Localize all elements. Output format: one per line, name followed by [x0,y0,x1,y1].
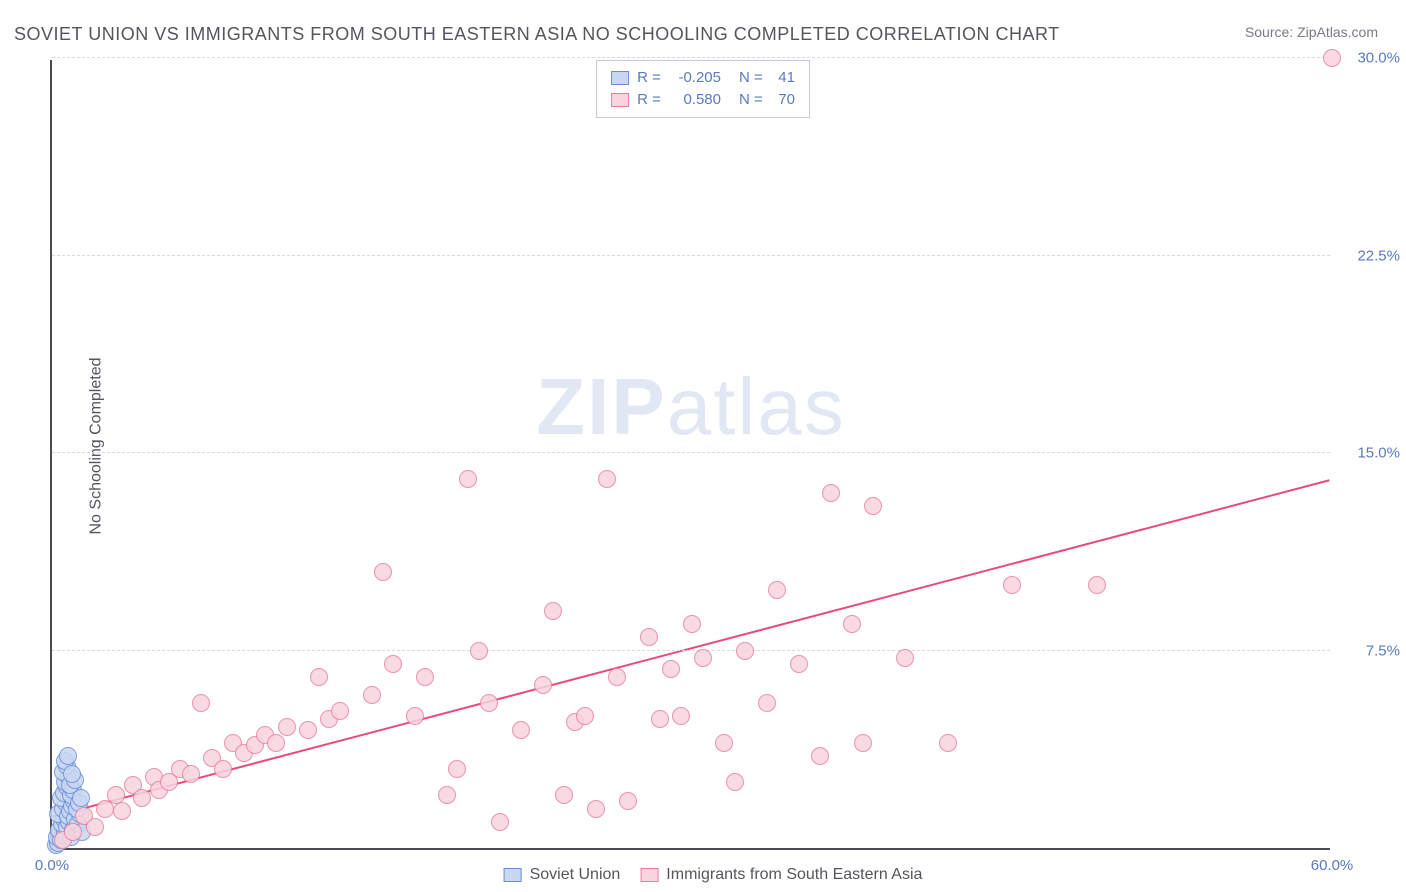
data-point [459,470,477,488]
data-point [448,760,466,778]
data-point [736,642,754,660]
y-tick-label: 15.0% [1340,445,1400,462]
data-point [843,615,861,633]
data-point [438,786,456,804]
data-point [790,655,808,673]
data-point [662,660,680,678]
trend-line [53,480,1330,816]
data-point [576,707,594,725]
data-point [758,694,776,712]
data-point [64,823,82,841]
y-tick-label: 7.5% [1340,642,1400,659]
data-point [939,734,957,752]
watermark: ZIPatlas [536,361,845,453]
data-point [534,676,552,694]
legend-n-value: 70 [767,89,795,111]
legend-swatch [611,93,629,107]
legend-n-label: N = [739,91,767,108]
data-point [416,668,434,686]
data-point [63,765,81,783]
chart-container: SOVIET UNION VS IMMIGRANTS FROM SOUTH EA… [0,0,1406,892]
data-point [619,792,637,810]
data-point [694,649,712,667]
data-point [726,773,744,791]
legend-row: R = 0.580 N = 70 [611,89,795,111]
data-point [72,789,90,807]
data-point [598,470,616,488]
legend-row: R = -0.205 N = 41 [611,67,795,89]
gridline [52,452,1330,453]
data-point [587,800,605,818]
source-link[interactable]: ZipAtlas.com [1297,24,1378,40]
legend-n-value: 41 [767,67,795,89]
data-point [384,655,402,673]
legend-series-label: Immigrants from South Eastern Asia [666,866,922,883]
data-point [214,760,232,778]
data-point [1003,576,1021,594]
data-point [715,734,733,752]
source-attribution: Source: ZipAtlas.com [1245,24,1378,40]
legend-r-label: R = [637,69,665,86]
data-point [640,628,658,646]
legend-series-label: Soviet Union [530,866,621,883]
data-point [1088,576,1106,594]
x-tick-label: 60.0% [1311,857,1354,874]
data-point [683,615,701,633]
data-point [896,649,914,667]
data-point [59,747,77,765]
data-point [672,707,690,725]
chart-title: SOVIET UNION VS IMMIGRANTS FROM SOUTH EA… [14,24,1060,45]
data-point [331,702,349,720]
data-point [651,710,669,728]
series-legend: Soviet Union Immigrants from South Easter… [484,866,923,884]
legend-r-value: -0.205 [665,67,721,89]
data-point [854,734,872,752]
x-tick-label: 0.0% [35,857,69,874]
data-point [267,734,285,752]
watermark-atlas: atlas [667,362,846,451]
data-point [310,668,328,686]
data-point [811,747,829,765]
legend-swatch [611,71,629,85]
data-point [822,484,840,502]
data-point [278,718,296,736]
data-point [374,563,392,581]
gridline [52,255,1330,256]
data-point [113,802,131,820]
legend-swatch [504,868,522,882]
data-point [1323,49,1341,67]
trend-lines [52,60,1330,848]
watermark-zip: ZIP [536,362,666,451]
data-point [512,721,530,739]
y-tick-label: 30.0% [1340,50,1400,67]
data-point [406,707,424,725]
data-point [86,818,104,836]
data-point [768,581,786,599]
legend-n-label: N = [739,69,767,86]
data-point [133,789,151,807]
data-point [470,642,488,660]
y-tick-label: 22.5% [1340,247,1400,264]
correlation-legend: R = -0.205 N = 41 R = 0.580 N = 70 [596,60,810,118]
legend-swatch [640,868,658,882]
data-point [299,721,317,739]
data-point [544,602,562,620]
data-point [192,694,210,712]
data-point [555,786,573,804]
plot-area: ZIPatlas 7.5%15.0%22.5%30.0%0.0%60.0% [50,60,1330,850]
data-point [608,668,626,686]
source-label: Source: [1245,24,1293,40]
data-point [491,813,509,831]
gridline [52,57,1330,58]
data-point [864,497,882,515]
data-point [480,694,498,712]
gridline [52,650,1330,651]
data-point [363,686,381,704]
legend-r-label: R = [637,91,665,108]
legend-r-value: 0.580 [665,89,721,111]
data-point [182,765,200,783]
